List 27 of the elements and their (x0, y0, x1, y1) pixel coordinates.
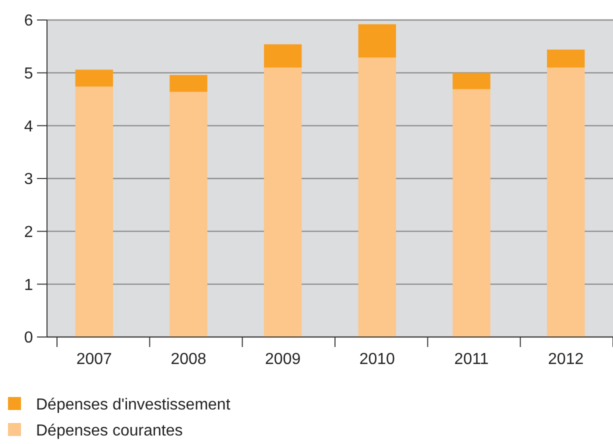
y-tick-label: 4 (24, 118, 34, 136)
legend-label: Dépenses d'investissement (36, 396, 231, 414)
y-tick-label: 1 (24, 276, 34, 294)
bar (170, 92, 208, 337)
y-tick-label: 6 (24, 12, 34, 30)
bar (358, 58, 396, 337)
bar (452, 72, 490, 90)
bar (264, 68, 302, 337)
x-tick-label: 2010 (359, 351, 396, 368)
legend-label: Dépenses courantes (36, 422, 183, 440)
bar (546, 68, 585, 337)
bar (75, 86, 114, 337)
bar (546, 50, 585, 68)
bar (452, 89, 490, 337)
x-tick-label: 2007 (76, 351, 112, 368)
bar (358, 24, 396, 58)
x-tick-label: 2009 (265, 351, 301, 368)
bar (264, 44, 302, 68)
y-tick-label: 0 (24, 330, 34, 347)
y-tick-label: 3 (24, 171, 34, 188)
y-tick-label: 5 (24, 65, 34, 82)
bar (75, 70, 114, 87)
bar (170, 74, 208, 92)
x-tick-label: 2008 (170, 351, 206, 368)
y-tick-label: 2 (24, 224, 34, 241)
x-tick-label: 2011 (454, 351, 489, 368)
x-tick-label: 2012 (548, 351, 584, 368)
